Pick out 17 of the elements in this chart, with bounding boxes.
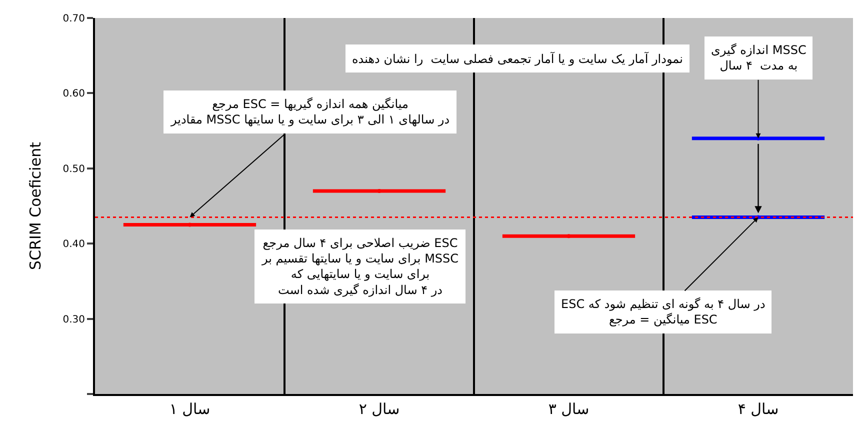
x-tick-label: سال ۴	[738, 400, 779, 418]
point	[377, 188, 382, 193]
annotation: مرجع ESC = میانگین همه اندازه گیریها مقادیر MSSC در سالهای ۱ الی ۳ برای سایت و یا سایتها	[170, 97, 450, 127]
x-tick-label: سال ۳	[548, 400, 590, 418]
x-tick-label: سال ۱	[169, 400, 210, 418]
annotation: ESC در سال ۴ به گونه ای تنظیم شود که میانگین = مرجع ESC	[561, 297, 766, 327]
annotation: نمودار آمار یک سایت و یا آمار تجمعی فصلی سایت را نشان دهنده	[352, 51, 683, 66]
y-tick-label: 0.60	[62, 88, 85, 100]
y-tick-label: 0.40	[62, 239, 85, 250]
x-tick-label: سال ۲	[358, 400, 400, 418]
point	[566, 234, 571, 238]
annotation: اندازه گیری MSSC به مدت ۴ سال	[711, 43, 806, 73]
annotation: ضریب اصلاحی برای ۴ سال مرجع ESC برای سایت و یا سایتها تقسیم بر MSSC برای سایت و یا سایتهایی که در ۴ سال اندازه گیری شده است	[261, 236, 459, 297]
y-tick-label: 0.30	[62, 314, 85, 326]
y-tick-label: 0.50	[62, 164, 85, 175]
y-axis-title: SCRIM Coeficient	[26, 142, 44, 270]
y-tick-label: 0.70	[62, 14, 85, 24]
